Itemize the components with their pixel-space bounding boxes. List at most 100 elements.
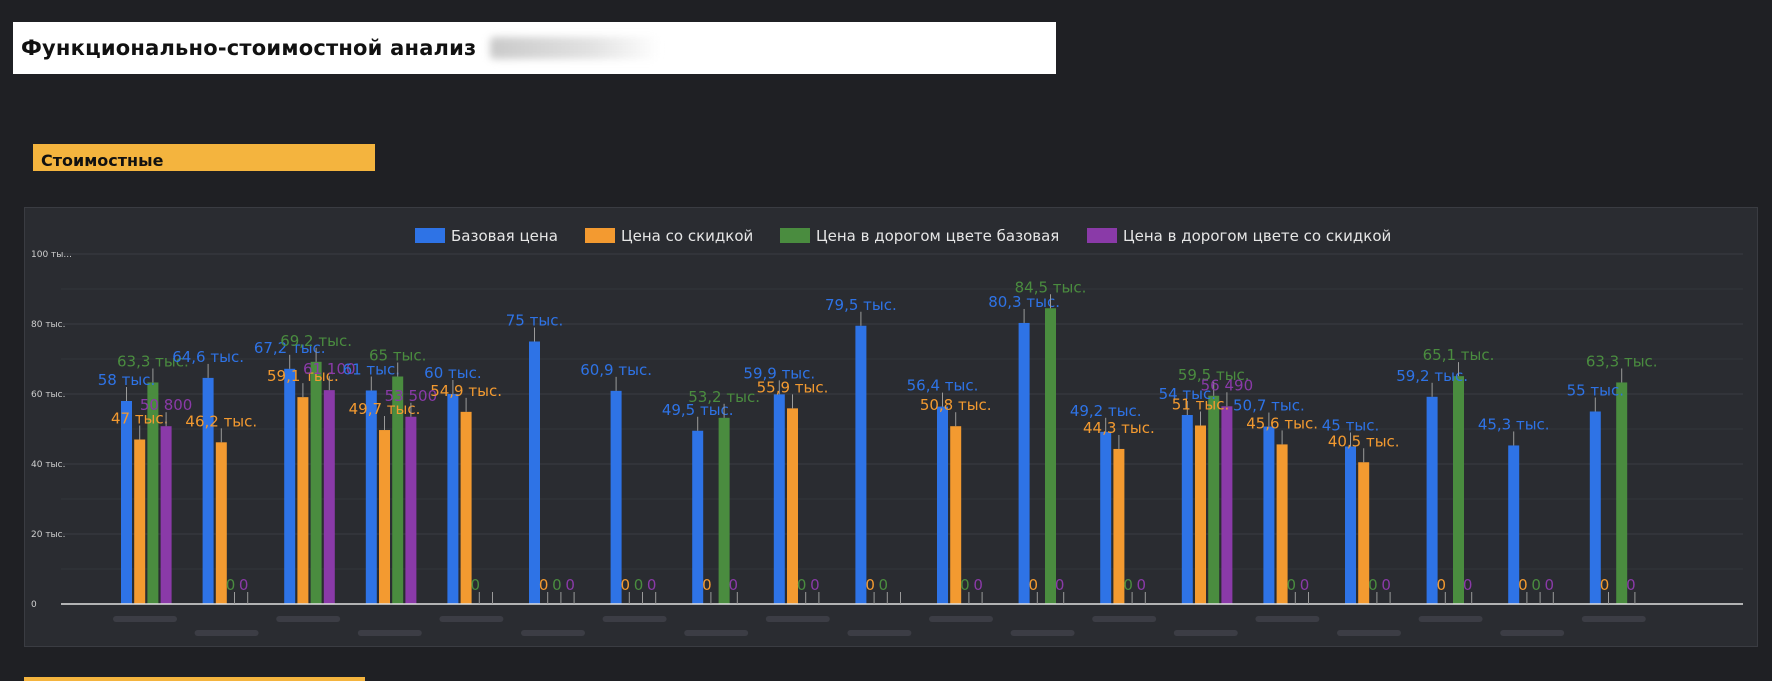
y-tick-label: 100 ты... (31, 250, 72, 260)
data-label: 61 100 (303, 360, 356, 378)
bar[interactable] (460, 411, 472, 604)
data-label: 0 (879, 576, 889, 594)
data-label: 0 (634, 576, 644, 594)
data-label: 0 (729, 576, 739, 594)
bar[interactable] (1345, 446, 1356, 605)
data-label: 56,4 тыс. (907, 377, 979, 395)
bar[interactable] (1113, 448, 1125, 604)
data-label: 0 (1463, 576, 1473, 594)
bar[interactable] (787, 408, 798, 604)
data-label: 0 (1137, 576, 1147, 594)
bar[interactable] (1263, 426, 1275, 604)
data-label: 55,9 тыс. (757, 378, 829, 396)
data-label: 49,7 тыс. (349, 400, 421, 418)
bar[interactable] (447, 394, 459, 604)
bar[interactable] (310, 361, 322, 604)
data-label: 59,5 тыс. (1178, 366, 1250, 384)
bar[interactable] (134, 439, 146, 605)
bar[interactable] (718, 417, 730, 604)
data-label: 0 (471, 576, 481, 594)
x-tick-label-redacted (357, 630, 422, 636)
data-label: 54,9 тыс. (430, 382, 502, 400)
bar[interactable] (1045, 308, 1056, 604)
bar[interactable] (1018, 322, 1030, 604)
bar[interactable] (379, 430, 390, 604)
y-tick-label: 60 тыс. (31, 390, 65, 400)
x-tick-label-redacted (276, 616, 341, 622)
data-label: 63,3 тыс. (117, 352, 189, 370)
legend-swatch[interactable] (1087, 228, 1117, 243)
bar[interactable] (1589, 411, 1601, 605)
data-label: 0 (1437, 576, 1447, 594)
data-label: 45 тыс. (1322, 417, 1379, 435)
legend-swatch[interactable] (780, 228, 810, 243)
bar[interactable] (1195, 425, 1206, 605)
x-tick-label-redacted (765, 616, 830, 622)
bar[interactable] (529, 341, 540, 605)
bar[interactable] (215, 442, 227, 604)
bar[interactable] (692, 430, 704, 604)
data-label: 65 тыс. (369, 347, 426, 365)
bar[interactable] (121, 401, 132, 604)
data-label: 79,5 тыс. (825, 296, 897, 314)
legend-label[interactable]: Базовая цена (451, 227, 558, 245)
data-label: 0 (1368, 576, 1378, 594)
bar[interactable] (610, 390, 622, 604)
data-label: 45,3 тыс. (1478, 415, 1550, 433)
bar[interactable] (1453, 376, 1464, 604)
data-label: 0 (973, 576, 983, 594)
bar[interactable] (1208, 395, 1220, 604)
bar[interactable] (950, 426, 962, 604)
data-label: 58 тыс. (98, 371, 155, 389)
y-axis: 0 20 тыс. 40 тыс. 60 тыс. 80 тыс. 100 ты... (31, 250, 72, 610)
data-label: 59,2 тыс. (1396, 367, 1468, 385)
bar[interactable] (202, 377, 214, 604)
bar[interactable] (1358, 462, 1370, 604)
legend-label[interactable]: Цена в дорогом цвете со скидкой (1123, 227, 1391, 245)
y-tick-label: 80 тыс. (31, 320, 65, 330)
bar[interactable] (937, 406, 948, 604)
bar[interactable] (1508, 445, 1520, 604)
x-tick-label-redacted (194, 630, 259, 636)
data-label: 49,2 тыс. (1070, 402, 1142, 420)
bar[interactable] (323, 390, 335, 604)
bar[interactable] (1100, 431, 1112, 604)
bar[interactable] (365, 390, 377, 605)
data-label: 59,9 тыс. (743, 364, 815, 382)
bar[interactable] (147, 382, 159, 604)
y-tick-label: 20 тыс. (31, 530, 65, 540)
bar[interactable] (1221, 406, 1233, 604)
legend-label[interactable]: Цена в дорогом цвете базовая (816, 227, 1059, 245)
bar[interactable] (284, 368, 296, 604)
bar[interactable] (160, 426, 172, 604)
bar[interactable] (1426, 396, 1438, 604)
data-label: 69,2 тыс. (280, 332, 352, 350)
bar[interactable] (392, 376, 404, 605)
legend-label[interactable]: Цена со скидкой (621, 227, 753, 245)
data-label: 84,5 тыс. (1015, 278, 1087, 296)
data-label: 67,2 тыс. (254, 339, 326, 357)
legend-swatch[interactable] (415, 228, 445, 243)
data-label: 65,1 тыс. (1423, 346, 1495, 364)
data-label: 64,6 тыс. (172, 348, 244, 366)
data-label: 0 (565, 576, 575, 594)
bar[interactable] (773, 394, 785, 604)
x-axis (61, 603, 1743, 636)
data-label: 0 (1518, 576, 1528, 594)
bar[interactable] (297, 397, 309, 604)
bar[interactable] (1276, 444, 1288, 604)
x-tick-label-redacted (847, 630, 912, 636)
bar[interactable] (405, 416, 417, 604)
report-title-bar: Функционально-стоимостной анализ (13, 22, 1056, 74)
data-label: 0 (1287, 576, 1297, 594)
data-labels: 58 тыс. 47 тыс. 63,3 тыс. 50 800 64,6 тыс. 46… (98, 278, 1658, 604)
bar[interactable] (855, 325, 867, 604)
data-label: 80,3 тыс. (988, 293, 1060, 311)
data-label: 45,6 тыс. (1246, 414, 1318, 432)
bar[interactable] (1181, 415, 1193, 604)
x-tick-label-redacted (1255, 616, 1320, 622)
data-label: 54 тыс. (1159, 385, 1216, 403)
legend-swatch[interactable] (585, 228, 615, 243)
x-tick-label-redacted (1173, 630, 1238, 636)
bar[interactable] (1616, 382, 1628, 604)
